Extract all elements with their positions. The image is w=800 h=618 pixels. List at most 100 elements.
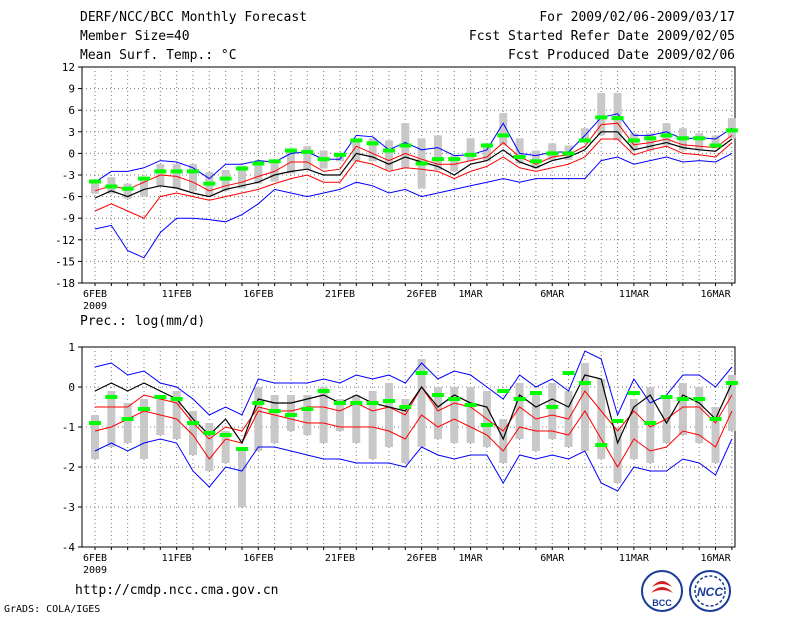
temp-box (695, 133, 704, 151)
temp-median-mark (219, 176, 232, 181)
temp-median-mark (284, 148, 297, 153)
temp-line-outer-lower (94, 152, 733, 259)
prec-year-label: 2009 (83, 565, 107, 576)
temp-box (711, 135, 720, 149)
prec-box (237, 447, 246, 507)
temp-median-mark (562, 151, 575, 156)
prec-box (515, 383, 524, 439)
prec-xtick-label: 11MAR (619, 553, 650, 564)
temp-xtick-label: 26FEB (407, 289, 437, 300)
prec-box (221, 431, 230, 463)
prec-box (629, 399, 638, 459)
prec-box (123, 403, 132, 443)
prec-median-mark (546, 405, 559, 409)
prec-median-mark (366, 401, 379, 405)
temp-ytick-label: 6 (68, 104, 75, 117)
prec-median-mark (676, 397, 689, 401)
prec-median-mark (170, 397, 183, 401)
temp-median-mark (546, 151, 559, 156)
prec-box (384, 383, 393, 447)
temp-ytick-label: -9 (62, 212, 75, 225)
prec-box (433, 387, 442, 439)
prec-median-mark (382, 399, 395, 403)
prec-box (695, 387, 704, 443)
prec-box (499, 419, 508, 463)
prec-ytick-label: -1 (62, 421, 75, 434)
prec-median-mark (513, 397, 526, 401)
prec-box (91, 415, 99, 459)
prec-median-mark (105, 395, 118, 399)
prec-median-mark (203, 431, 216, 435)
temp-median-mark (382, 148, 395, 153)
prec-median-mark (137, 407, 150, 411)
prec-box (580, 363, 589, 451)
temp-median-mark (676, 136, 689, 141)
temp-median-mark (317, 157, 330, 162)
prec-median-mark (497, 389, 510, 393)
prec-box (548, 383, 557, 439)
prec-median-mark (252, 401, 265, 405)
bcc-logo: BCC (641, 570, 683, 612)
temp-box (499, 113, 508, 146)
temp-median-mark (89, 179, 101, 184)
temp-xtick-label: 6FEB (83, 289, 107, 300)
prec-median-mark (480, 423, 493, 427)
temp-median-mark (366, 141, 379, 146)
temp-line-outer-upper (94, 113, 733, 183)
temp-ytick-label: 12 (62, 61, 75, 74)
prec-xtick-label: 1MAR (459, 553, 484, 564)
prec-line-outer-lower (94, 438, 733, 492)
temp-median-mark (350, 138, 363, 143)
prec-median-mark (448, 397, 461, 401)
prec-xtick-label: 16FEB (243, 553, 273, 564)
temp-box (91, 180, 99, 194)
prec-median-mark (186, 421, 199, 425)
prec-median-mark (415, 371, 428, 375)
temp-median-mark (725, 128, 738, 133)
prec-ytick-label: -4 (62, 541, 76, 554)
temp-box (433, 135, 442, 170)
temp-median-mark (121, 186, 134, 191)
temp-median-mark (203, 181, 216, 186)
temp-box (303, 146, 312, 170)
temp-year-label: 2009 (83, 301, 107, 312)
prec-xtick-label: 11FEB (162, 553, 192, 564)
prec-median-mark (578, 381, 591, 385)
footer-url[interactable]: http://cmdp.ncc.cma.gov.cn (75, 583, 279, 598)
prec-box (466, 387, 475, 443)
temp-box (368, 138, 377, 162)
temp-xtick-label: 11FEB (162, 289, 192, 300)
temp-median-mark (464, 152, 477, 157)
temp-box (384, 140, 393, 170)
temp-median-mark (105, 184, 118, 189)
prec-median-mark (693, 397, 706, 401)
temp-median-mark (497, 133, 510, 138)
fcst-started-date: Fcst Started Refer Date 2009/02/05 (468, 29, 735, 44)
prec-box (270, 395, 279, 443)
temp-box (646, 133, 655, 151)
temp-xtick-label: 16FEB (243, 289, 273, 300)
temp-median-mark (301, 149, 314, 154)
fcst-produced-date: Fcst Produced Date 2009/02/06 (508, 48, 735, 63)
temp-xtick-label: 21FEB (325, 289, 355, 300)
prec-ytick-label: 1 (68, 341, 75, 354)
prec-box (205, 423, 214, 471)
prec-median-mark (284, 413, 297, 417)
prec-median-mark (627, 391, 640, 395)
temp-median-mark (431, 157, 444, 162)
prec-box (613, 427, 622, 483)
chart-title: DERF/NCC/BCC Monthly Forecast (80, 10, 307, 25)
temp-median-mark (644, 136, 657, 141)
temp-box (139, 178, 148, 197)
temp-ytick-label: 0 (68, 147, 75, 160)
prec-xtick-label: 6MAR (540, 553, 565, 564)
prec-box (139, 399, 148, 459)
temp-ytick-label: -12 (55, 234, 75, 247)
prec-box (335, 399, 344, 431)
temp-box (352, 138, 361, 162)
temp-median-mark (480, 143, 493, 148)
prec-box (352, 395, 361, 443)
temp-box (597, 92, 606, 136)
prec-line-outer-upper (94, 350, 733, 417)
temp-box (335, 152, 344, 162)
